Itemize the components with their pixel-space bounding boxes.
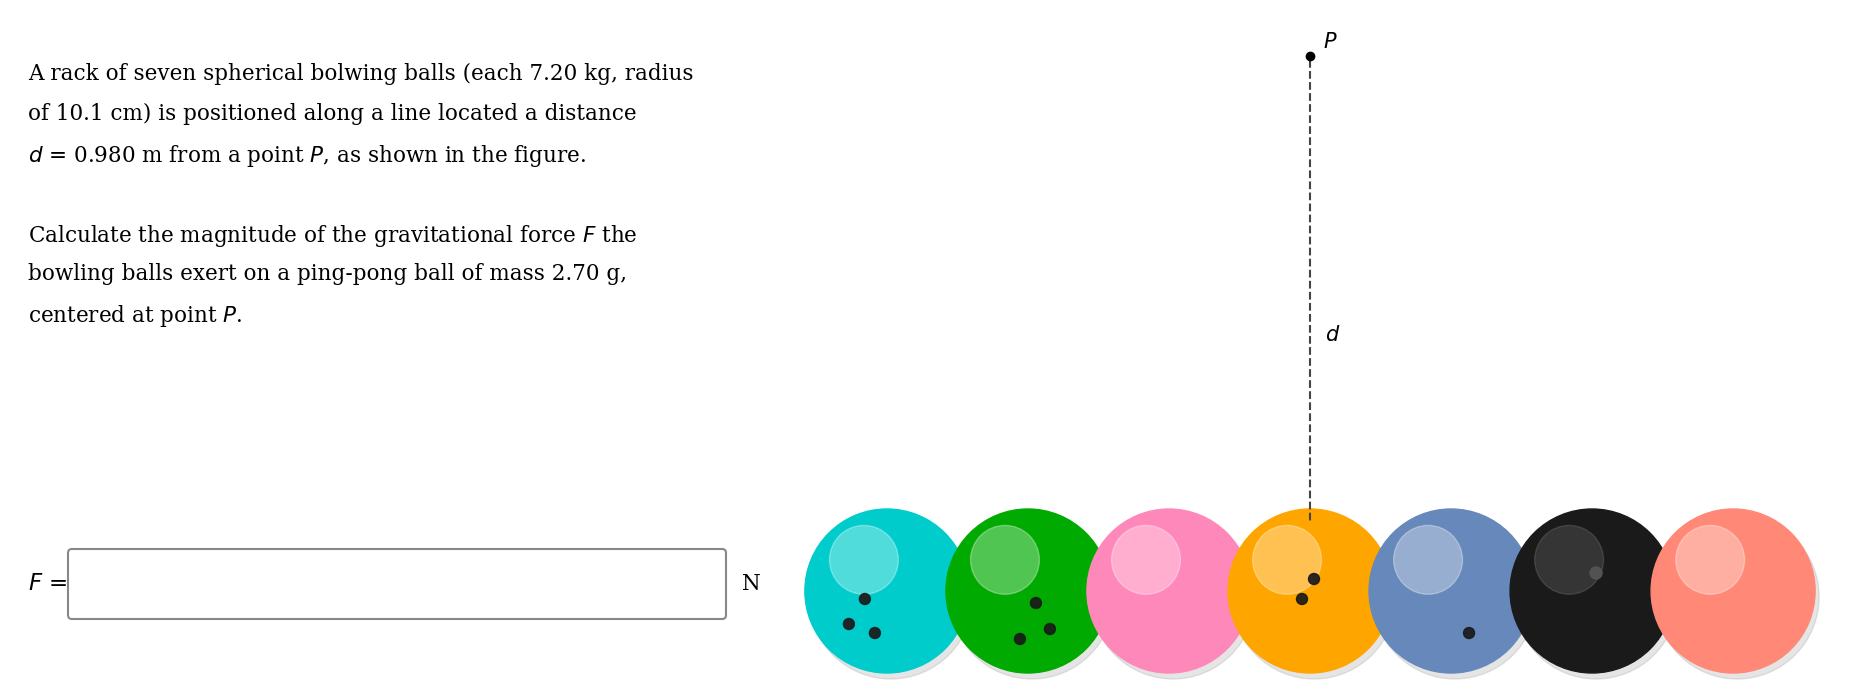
- Text: $F$ =: $F$ =: [28, 573, 67, 595]
- Text: of 10.1 cm) is positioned along a line located a distance: of 10.1 cm) is positioned along a line l…: [28, 102, 636, 125]
- Circle shape: [1676, 525, 1745, 594]
- Circle shape: [809, 515, 973, 679]
- Circle shape: [1296, 594, 1308, 605]
- Circle shape: [1534, 525, 1603, 594]
- Text: centered at point $P$.: centered at point $P$.: [28, 303, 242, 329]
- Circle shape: [1590, 567, 1601, 579]
- Circle shape: [830, 525, 898, 594]
- Circle shape: [1393, 525, 1462, 594]
- Text: bowling balls exert on a ping-pong ball of mass 2.70 g,: bowling balls exert on a ping-pong ball …: [28, 262, 627, 285]
- Circle shape: [843, 619, 854, 629]
- Circle shape: [1308, 574, 1319, 585]
- Circle shape: [1464, 628, 1475, 638]
- Circle shape: [1373, 515, 1536, 679]
- Circle shape: [1652, 509, 1815, 673]
- Circle shape: [1252, 525, 1321, 594]
- Text: $d$: $d$: [1324, 325, 1341, 345]
- Text: Calculate the magnitude of the gravitational force $F$ the: Calculate the magnitude of the gravitati…: [28, 223, 638, 248]
- Circle shape: [869, 628, 880, 638]
- Circle shape: [1045, 624, 1055, 635]
- Circle shape: [1510, 509, 1674, 673]
- Circle shape: [971, 525, 1040, 594]
- Circle shape: [1231, 515, 1397, 679]
- FancyBboxPatch shape: [69, 549, 725, 619]
- Circle shape: [1086, 509, 1252, 673]
- Text: A rack of seven spherical bolwing balls (each 7.20 kg, radius: A rack of seven spherical bolwing balls …: [28, 63, 694, 85]
- Circle shape: [1369, 509, 1533, 673]
- Circle shape: [1112, 525, 1181, 594]
- Circle shape: [1030, 597, 1042, 608]
- Circle shape: [1014, 633, 1025, 644]
- Text: N: N: [742, 573, 761, 595]
- Circle shape: [1514, 515, 1678, 679]
- Circle shape: [1228, 509, 1391, 673]
- Circle shape: [805, 509, 969, 673]
- Circle shape: [950, 515, 1114, 679]
- Text: $d$ = 0.980 m from a point $P$, as shown in the figure.: $d$ = 0.980 m from a point $P$, as shown…: [28, 143, 586, 168]
- Circle shape: [947, 509, 1110, 673]
- Circle shape: [859, 594, 870, 605]
- Circle shape: [1092, 515, 1256, 679]
- Text: $P$: $P$: [1322, 32, 1337, 52]
- Circle shape: [1655, 515, 1819, 679]
